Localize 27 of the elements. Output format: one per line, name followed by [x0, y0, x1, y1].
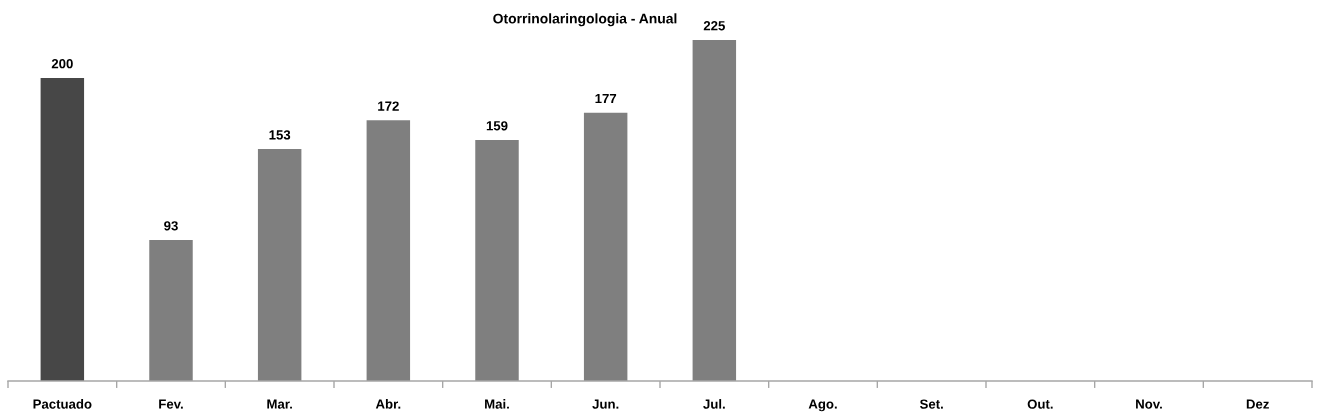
- x-tick-label: Out.: [1027, 399, 1053, 409]
- bar: [149, 240, 193, 381]
- data-label: 200: [51, 58, 73, 69]
- bar: [40, 77, 85, 381]
- data-label: 172: [378, 101, 399, 111]
- x-tick-label: Set.: [919, 399, 943, 409]
- x-tick-label: Dez: [1246, 399, 1269, 409]
- bar: [366, 120, 411, 381]
- data-label: 153: [269, 130, 291, 140]
- x-tick-label: Pactuado: [33, 399, 92, 409]
- x-tick-label: Jul.: [703, 399, 725, 409]
- x-tick-label: Mai.: [485, 399, 509, 409]
- x-tick-label: Ago.: [808, 399, 837, 412]
- bar: [475, 140, 519, 381]
- data-label: 225: [703, 21, 725, 31]
- x-tick-label: Jun.: [592, 399, 619, 409]
- data-label: 159: [486, 121, 508, 131]
- bar: [257, 149, 302, 381]
- bar: [692, 40, 737, 381]
- x-tick-label: Nov.: [1136, 399, 1162, 409]
- data-label: 93: [164, 221, 178, 231]
- x-tick-label: Abr.: [375, 399, 401, 409]
- x-tick-label: Fev.: [159, 399, 183, 409]
- x-tick-label: Mar.: [267, 399, 292, 409]
- bar: [583, 112, 628, 381]
- data-label: 177: [595, 93, 617, 104]
- chart-title: Otorrinolaringologia - Anual: [493, 13, 677, 27]
